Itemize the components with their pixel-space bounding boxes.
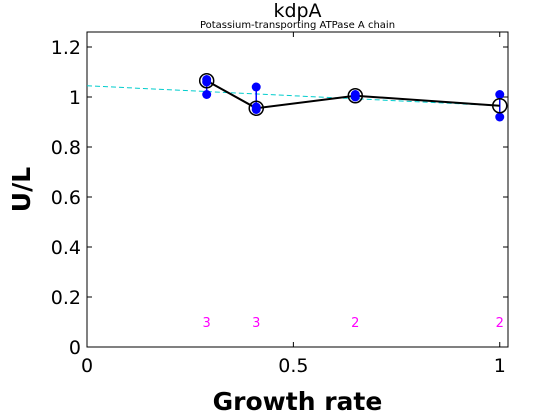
replicate-point	[495, 112, 505, 122]
x-tick-label: 1	[494, 355, 506, 377]
data-layer	[198, 73, 508, 122]
count-label: 3	[203, 316, 211, 331]
mean-point	[347, 88, 364, 104]
replicate-point	[251, 105, 261, 114]
mean-point	[491, 98, 508, 114]
y-tick-label: 0	[69, 337, 81, 359]
y-tick-label: 0.4	[51, 237, 81, 259]
chart-subtitle: Potassium-transporting ATPase A chain	[200, 20, 395, 31]
replicate-point	[202, 77, 212, 87]
x-tick-label: 0.5	[278, 355, 308, 377]
fit-line	[86, 85, 500, 107]
y-tick-label: 1.2	[51, 37, 81, 59]
y-tick-label: 1	[69, 87, 81, 109]
y-tick-label: 0.2	[51, 287, 81, 309]
mean-line	[206, 79, 500, 110]
y-tick-label: 0.6	[51, 187, 81, 209]
plot-frame	[86, 31, 509, 348]
count-label: 2	[496, 316, 504, 331]
axis-ticks: 0 0.5 1 0 0.2 0.4 0.6 0.8 1 1.2	[51, 32, 508, 377]
fit-line-layer	[86, 85, 500, 107]
chart-title: kdpA	[273, 0, 321, 22]
replicate-point	[251, 82, 261, 92]
y-axis-label: U/L	[7, 167, 36, 212]
x-axis-label: Growth rate	[213, 387, 383, 416]
replicate-point	[202, 90, 212, 99]
x-tick-label: 0	[81, 355, 93, 377]
mean-point	[198, 73, 215, 89]
mean-point	[248, 100, 264, 116]
replicate-point	[495, 90, 505, 99]
count-labels: 3 3 2 2	[203, 316, 504, 331]
count-label: 3	[252, 316, 260, 331]
count-label: 2	[351, 316, 359, 331]
replicate-point	[350, 92, 360, 102]
y-tick-label: 0.8	[51, 137, 81, 159]
